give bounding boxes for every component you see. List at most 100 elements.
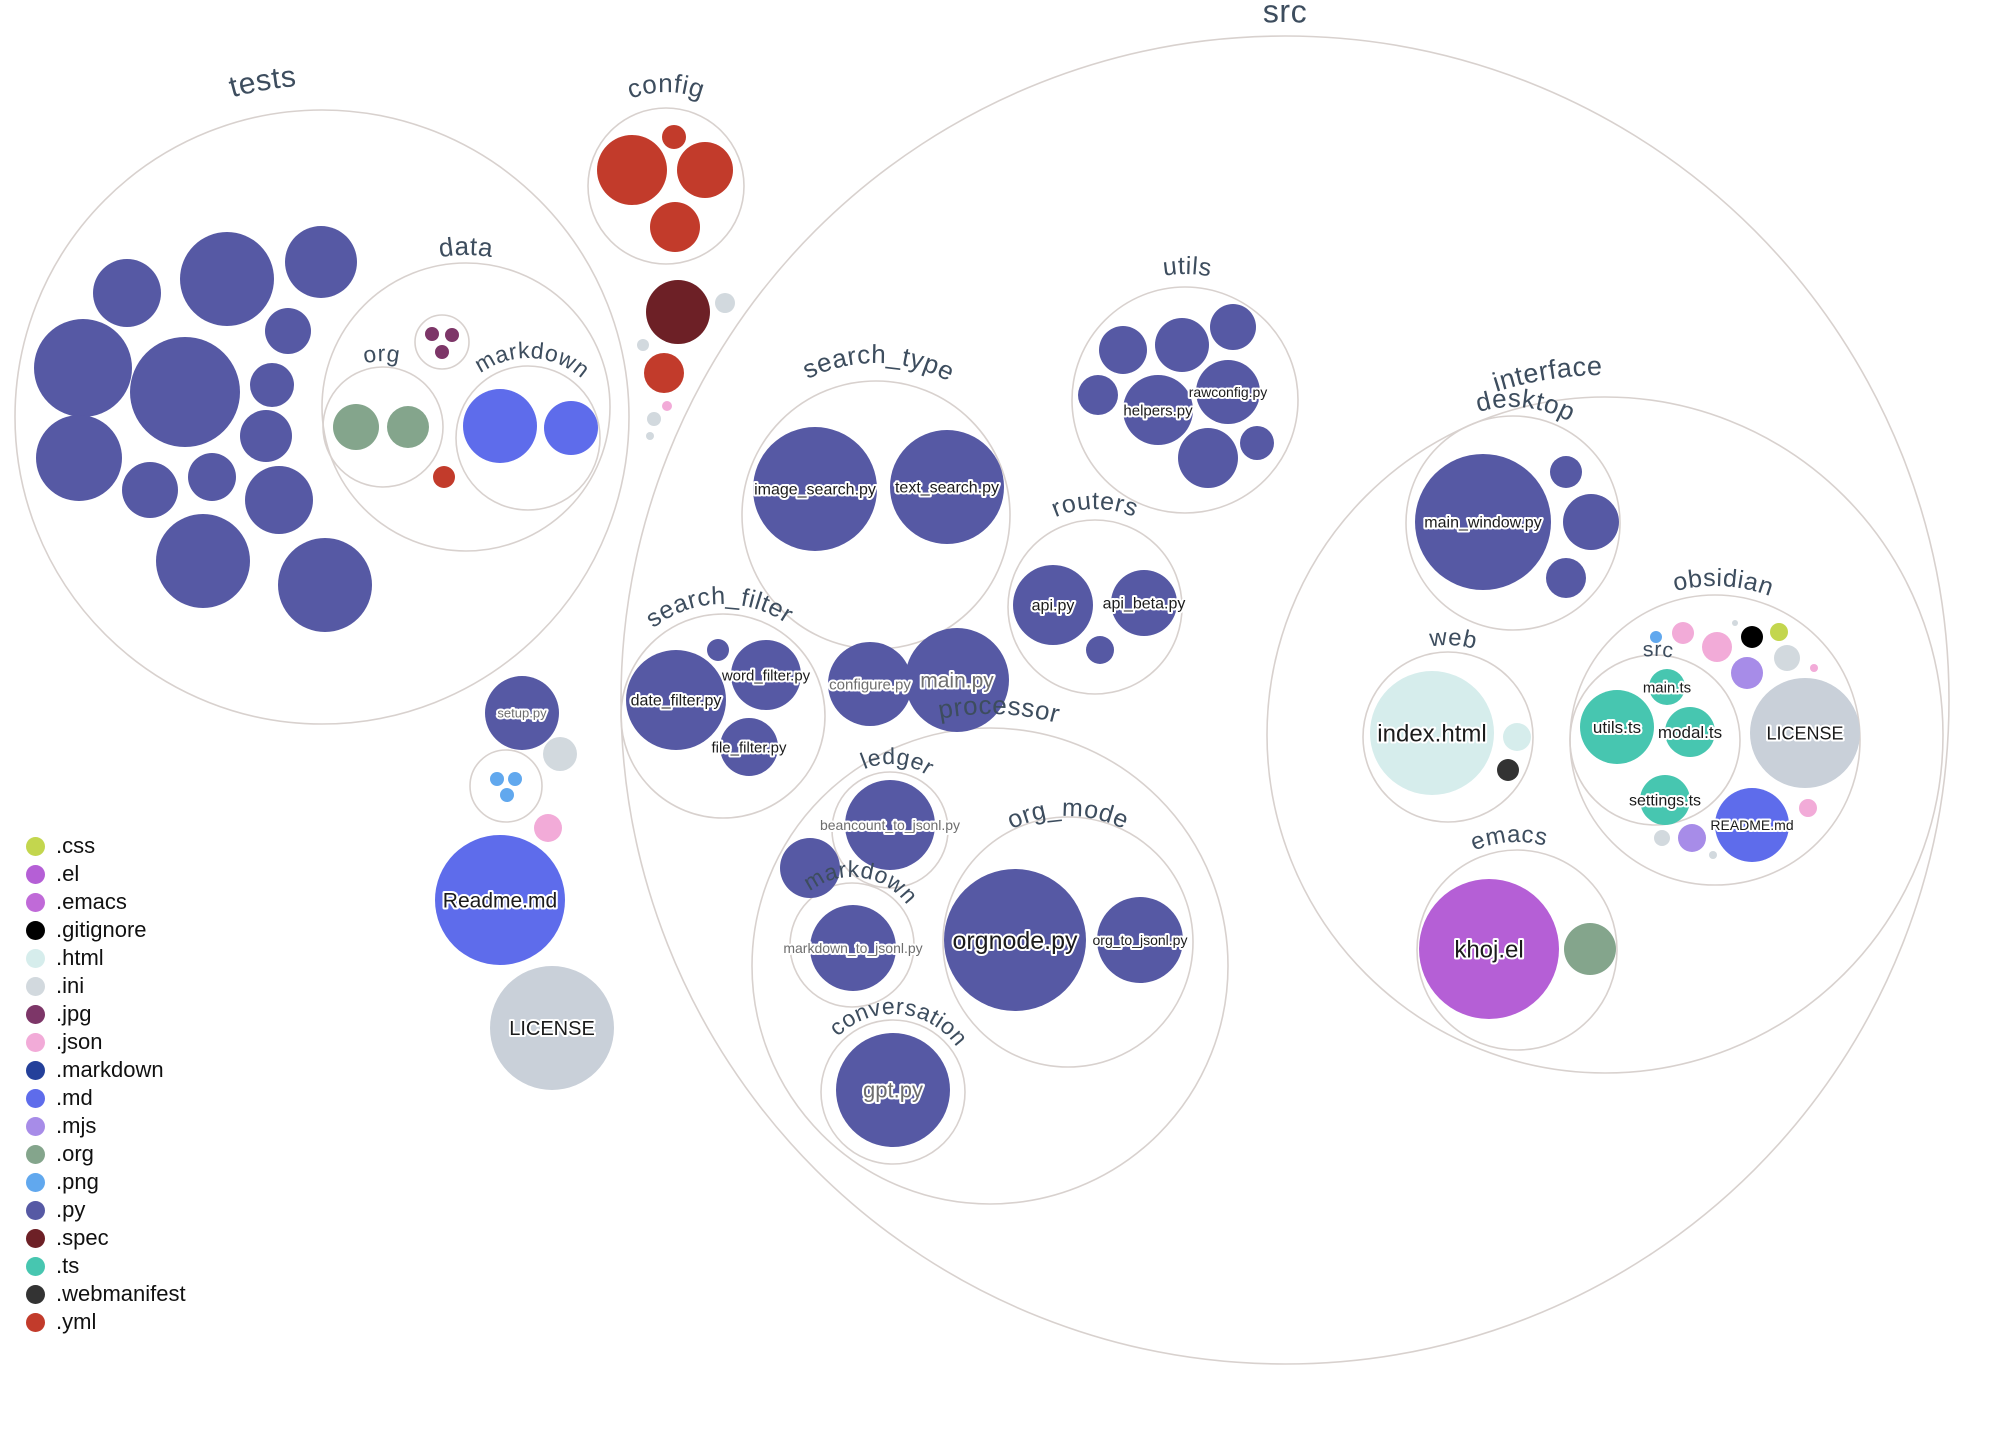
file-circle-main.ts[interactable] [1649,669,1685,705]
file-circle-yml-file[interactable] [662,125,686,149]
file-circle-yml-file[interactable] [677,142,733,198]
file-circle-ini-file[interactable] [1654,830,1670,846]
file-circle-py-file[interactable] [1563,494,1619,550]
file-circle-html-file[interactable] [1503,723,1531,751]
file-circle-py-file[interactable] [250,363,294,407]
file-circle-index.html[interactable] [1370,671,1494,795]
file-circle-orgnode.py[interactable] [944,869,1086,1011]
dir-circle-emacs[interactable] [1416,849,1618,1051]
file-circle-py-file[interactable] [130,337,240,447]
file-circle-py-file[interactable] [1099,326,1147,374]
file-circle-rawconfig.py[interactable] [1196,360,1260,424]
file-circle-md-file[interactable] [463,389,537,463]
file-circle-api_beta.py[interactable] [1111,570,1177,636]
dir-circle-ledger[interactable] [831,771,949,889]
file-circle-org-file[interactable] [387,406,429,448]
file-circle-image_search.py[interactable] [753,427,877,551]
file-circle-main_window.py[interactable] [1415,454,1551,590]
file-circle-gpt.py[interactable] [836,1033,950,1147]
dir-circle-tests[interactable] [14,109,630,725]
file-circle-json-file[interactable] [1672,622,1694,644]
file-circle-py-file[interactable] [1155,318,1209,372]
dir-circle-processor[interactable] [751,727,1229,1205]
dir-circle-config[interactable] [587,107,745,265]
file-circle-jpg-file[interactable] [435,345,449,359]
file-circle-py-file[interactable] [1178,428,1238,488]
file-circle-py-file[interactable] [1546,558,1586,598]
dir-circle-interface[interactable] [1266,396,1944,1074]
file-circle-mjs-file[interactable] [1678,824,1706,852]
file-circle-helpers.py[interactable] [1123,375,1193,445]
file-circle-date_filter.py[interactable] [626,650,726,750]
file-circle-spec-file[interactable] [646,280,710,344]
file-circle-settings.ts[interactable] [1640,775,1690,825]
dir-circle-obsidian-src[interactable] [1569,654,1741,826]
file-circle-py-file[interactable] [265,308,311,354]
dir-circle-data-org[interactable] [322,366,444,488]
file-circle-png-file[interactable] [490,772,504,786]
file-circle-org_to_jsonl.py[interactable] [1097,897,1183,983]
file-circle-org-file[interactable] [333,404,379,450]
dir-circle-conversation[interactable] [820,1019,966,1165]
file-circle-jpg-file[interactable] [445,328,459,342]
file-circle-khoj.el[interactable] [1419,879,1559,1019]
file-circle-ini-file[interactable] [1709,851,1717,859]
file-circle-py-file[interactable] [34,319,132,417]
file-circle-ini-file[interactable] [637,339,649,351]
file-circle-py-file[interactable] [93,259,161,327]
file-circle-Readme.md[interactable] [435,835,565,965]
file-circle-json-file[interactable] [1799,799,1817,817]
dir-circle-org_mode[interactable] [942,816,1194,1068]
file-circle-ini-file[interactable] [1774,645,1800,671]
dir-circle-desktop[interactable] [1405,415,1621,631]
file-circle-png-file[interactable] [508,772,522,786]
file-circle-ini-file[interactable] [543,737,577,771]
dir-circle-utils[interactable] [1071,286,1299,514]
file-circle-py-file[interactable] [780,838,840,898]
dir-circle-data-images-group[interactable] [414,314,470,370]
dir-circle-data[interactable] [321,262,611,552]
file-circle-utils.ts[interactable] [1580,690,1654,764]
file-circle-text_search.py[interactable] [890,430,1004,544]
dir-circle-search_filter[interactable] [620,613,826,819]
dir-circle-data-markdown[interactable] [455,365,601,511]
file-circle-png-file[interactable] [1650,631,1662,643]
file-circle-py-file[interactable] [245,466,313,534]
file-circle-README.md[interactable] [1715,788,1789,862]
file-circle-yml-file[interactable] [644,353,684,393]
file-circle-word_filter.py[interactable] [731,640,801,710]
file-circle-py-file[interactable] [1550,456,1582,488]
file-circle-css-file[interactable] [1770,623,1788,641]
file-circle-py-file[interactable] [1078,375,1118,415]
file-circle-png-file[interactable] [500,788,514,802]
file-circle-json-file[interactable] [534,814,562,842]
dir-circle-routers[interactable] [1007,519,1183,695]
file-circle-configure.py[interactable] [828,642,912,726]
file-circle-beancount_to_jsonl.py[interactable] [845,780,935,870]
file-circle-markdown_to_jsonl.py[interactable] [810,905,896,991]
file-circle-py-file[interactable] [188,453,236,501]
file-circle-py-file[interactable] [707,639,729,661]
file-circle-json-file[interactable] [1702,632,1732,662]
file-circle-py-file[interactable] [278,538,372,632]
file-circle-ini-file[interactable] [715,293,735,313]
dir-circle-web[interactable] [1362,651,1534,823]
file-circle-modal.ts[interactable] [1665,707,1715,757]
file-circle-setup.py[interactable] [485,676,559,750]
file-circle-jpg-file[interactable] [425,327,439,341]
file-circle-mjs-file[interactable] [1731,657,1763,689]
file-circle-yml-file[interactable] [597,135,667,205]
file-circle-webmanifest-file[interactable] [1497,759,1519,781]
file-circle-yml-file[interactable] [433,466,455,488]
file-circle-md-file[interactable] [544,401,598,455]
file-circle-file_filter.py[interactable] [720,718,778,776]
file-circle-org-file[interactable] [1564,923,1616,975]
file-circle-ini-file[interactable] [1732,620,1738,626]
file-circle-py-file[interactable] [1240,426,1274,460]
dir-circle-docs-images-group[interactable] [469,749,543,823]
file-circle-py-file[interactable] [285,226,357,298]
file-circle-py-file[interactable] [1210,304,1256,350]
file-circle-LICENSE-obsidian[interactable] [1750,678,1860,788]
dir-circle-src[interactable] [620,35,1950,1365]
file-circle-gitignore-file[interactable] [1741,626,1763,648]
